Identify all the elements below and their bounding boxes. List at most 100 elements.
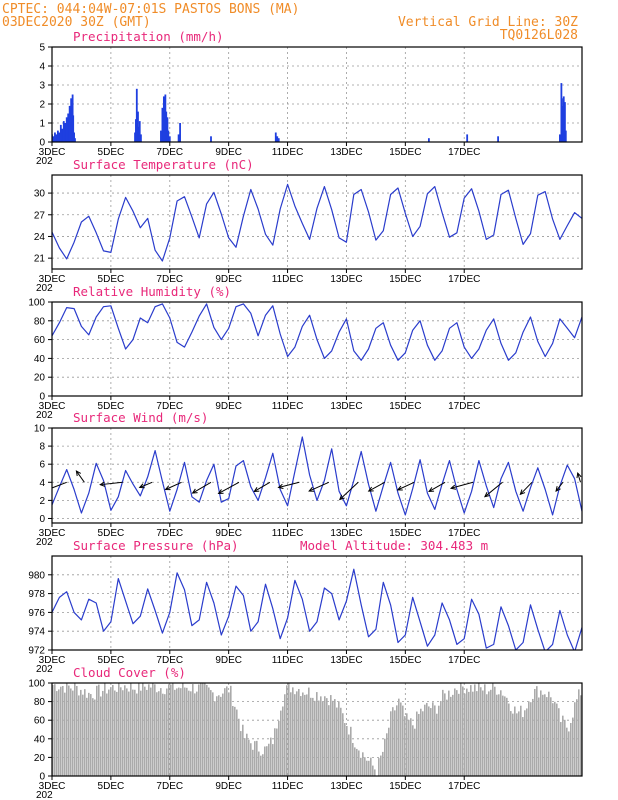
cloud-bar xyxy=(242,724,244,776)
cloud-bar xyxy=(444,693,446,776)
wind-arrow xyxy=(577,472,582,483)
rh-panel: 0 20 40 60 80 100 3DEC 5DEC 7DEC 9DEC 11DEC 13DEC 15… xyxy=(28,284,583,421)
cloud-bar xyxy=(176,688,178,776)
precip-ytick-label: 5 xyxy=(39,43,45,54)
cloud-bar xyxy=(90,694,92,776)
cloud-bar xyxy=(212,692,214,776)
precip-bar xyxy=(138,121,141,142)
cloud-bar xyxy=(314,700,316,776)
pressure-title: Surface Pressure (hPa) xyxy=(73,538,239,553)
cloud-xtick-label: 5DEC xyxy=(98,781,125,792)
cloud-bar xyxy=(412,725,414,776)
cloud-bar xyxy=(182,683,184,776)
cloud-bar xyxy=(184,687,186,776)
cloud-bar xyxy=(390,711,392,776)
precip-bar xyxy=(177,134,180,142)
temp-xtick-label: 3DEC xyxy=(39,274,66,285)
cloud-bar xyxy=(162,693,164,776)
wind-arrow-head xyxy=(308,486,315,492)
cloud-bar xyxy=(208,687,210,776)
cloud-bar xyxy=(474,684,476,776)
cloud-bar xyxy=(158,691,160,776)
cloud-bar xyxy=(488,691,490,776)
temp-ytick-label: 24 xyxy=(34,232,46,243)
cloud-bar xyxy=(160,688,162,776)
cloud-bar xyxy=(556,703,558,776)
cloud-bar xyxy=(138,683,140,776)
pressure-xtick-label: 7DEC xyxy=(156,655,183,666)
cloud-bar xyxy=(396,705,398,776)
cloud-bar xyxy=(342,713,344,776)
cloud-bar xyxy=(510,711,512,776)
cloud-bar xyxy=(72,690,74,776)
cloud-title: Cloud Cover (%) xyxy=(73,665,186,680)
wind-arrow-head xyxy=(519,489,526,496)
precip-bar xyxy=(161,107,164,142)
cloud-bar xyxy=(544,694,546,776)
cloud-bar xyxy=(88,692,90,776)
cloud-bar xyxy=(136,693,138,776)
cloud-bar xyxy=(142,683,144,776)
cloud-bar xyxy=(536,686,538,776)
rh-xtick-label: 5DEC xyxy=(98,401,125,412)
wind-xtick-label: 9DEC xyxy=(215,528,242,539)
cloud-bar xyxy=(392,707,394,776)
precip-bar xyxy=(61,128,64,142)
pressure-ytick-label: 980 xyxy=(28,570,45,581)
cloud-bar xyxy=(374,769,376,776)
cloud-bar xyxy=(518,711,520,776)
cloud-bar xyxy=(172,683,174,776)
cloud-bar xyxy=(472,691,474,776)
cloud-bar xyxy=(54,684,56,776)
pressure-ytick-label: 972 xyxy=(28,646,45,657)
cloud-bar xyxy=(566,727,568,776)
cloud-xtick-label: 13DEC xyxy=(330,781,362,792)
temp-panel: 21 24 27 30 3DEC 5DEC 7DEC 9DEC 11DEC 13DEC 15DEC 1… xyxy=(34,157,583,294)
rh-xtick-label: 7DEC xyxy=(156,401,183,412)
wind-arrow xyxy=(484,481,503,498)
wind-arrow-head xyxy=(428,487,435,493)
cloud-bar xyxy=(456,690,458,776)
precip-panel: 0 1 2 3 4 5 3DEC 5DEC 7DEC 9DEC 11DEC 13DEC 15DEC 17D… xyxy=(36,29,583,167)
cloud-bar xyxy=(436,713,438,776)
pressure-annotation: Model Altitude: 304.483 m xyxy=(300,538,488,553)
cloud-bar xyxy=(336,707,338,776)
cloud-bar xyxy=(430,708,432,776)
cloud-bar xyxy=(326,698,328,776)
cloud-bar xyxy=(520,705,522,776)
cloud-bar xyxy=(496,694,498,776)
wind-xtick-label: 13DEC xyxy=(330,528,362,539)
cloud-bar xyxy=(254,741,256,776)
precip-bar xyxy=(274,132,277,142)
cloud-bar xyxy=(554,701,556,776)
cloud-bar xyxy=(524,710,526,776)
wind-xtick-label: 3DEC xyxy=(39,528,66,539)
wind-year-fragment: 202 xyxy=(36,537,53,548)
cloud-bar xyxy=(484,684,486,776)
pressure-ytick-label: 974 xyxy=(28,627,45,638)
wind-arrow xyxy=(139,481,153,488)
cloud-bar xyxy=(300,696,302,776)
cloud-bar xyxy=(226,686,228,776)
wind-ytick-label: 6 xyxy=(39,460,45,471)
cloud-bar xyxy=(318,700,320,776)
cloud-bar xyxy=(512,713,514,776)
cloud-bar xyxy=(362,752,364,776)
cloud-bar xyxy=(126,688,128,776)
rh-series-line xyxy=(52,303,582,361)
cloud-bar xyxy=(274,728,276,776)
cloud-bar xyxy=(368,760,370,776)
cloud-bar xyxy=(250,743,252,776)
cloud-bar xyxy=(532,698,534,776)
precip-bar xyxy=(210,136,212,142)
cloud-bar xyxy=(334,699,336,776)
cloud-bar xyxy=(232,706,234,776)
cloud-bar xyxy=(568,731,570,776)
wind-arrow-head xyxy=(576,471,582,479)
cloud-bar xyxy=(402,705,404,776)
cloud-bar xyxy=(156,692,158,776)
wind-arrow xyxy=(519,481,533,495)
cloud-bar xyxy=(248,739,250,776)
cloud-bar xyxy=(236,709,238,776)
wind-ytick-label: 2 xyxy=(39,496,45,507)
